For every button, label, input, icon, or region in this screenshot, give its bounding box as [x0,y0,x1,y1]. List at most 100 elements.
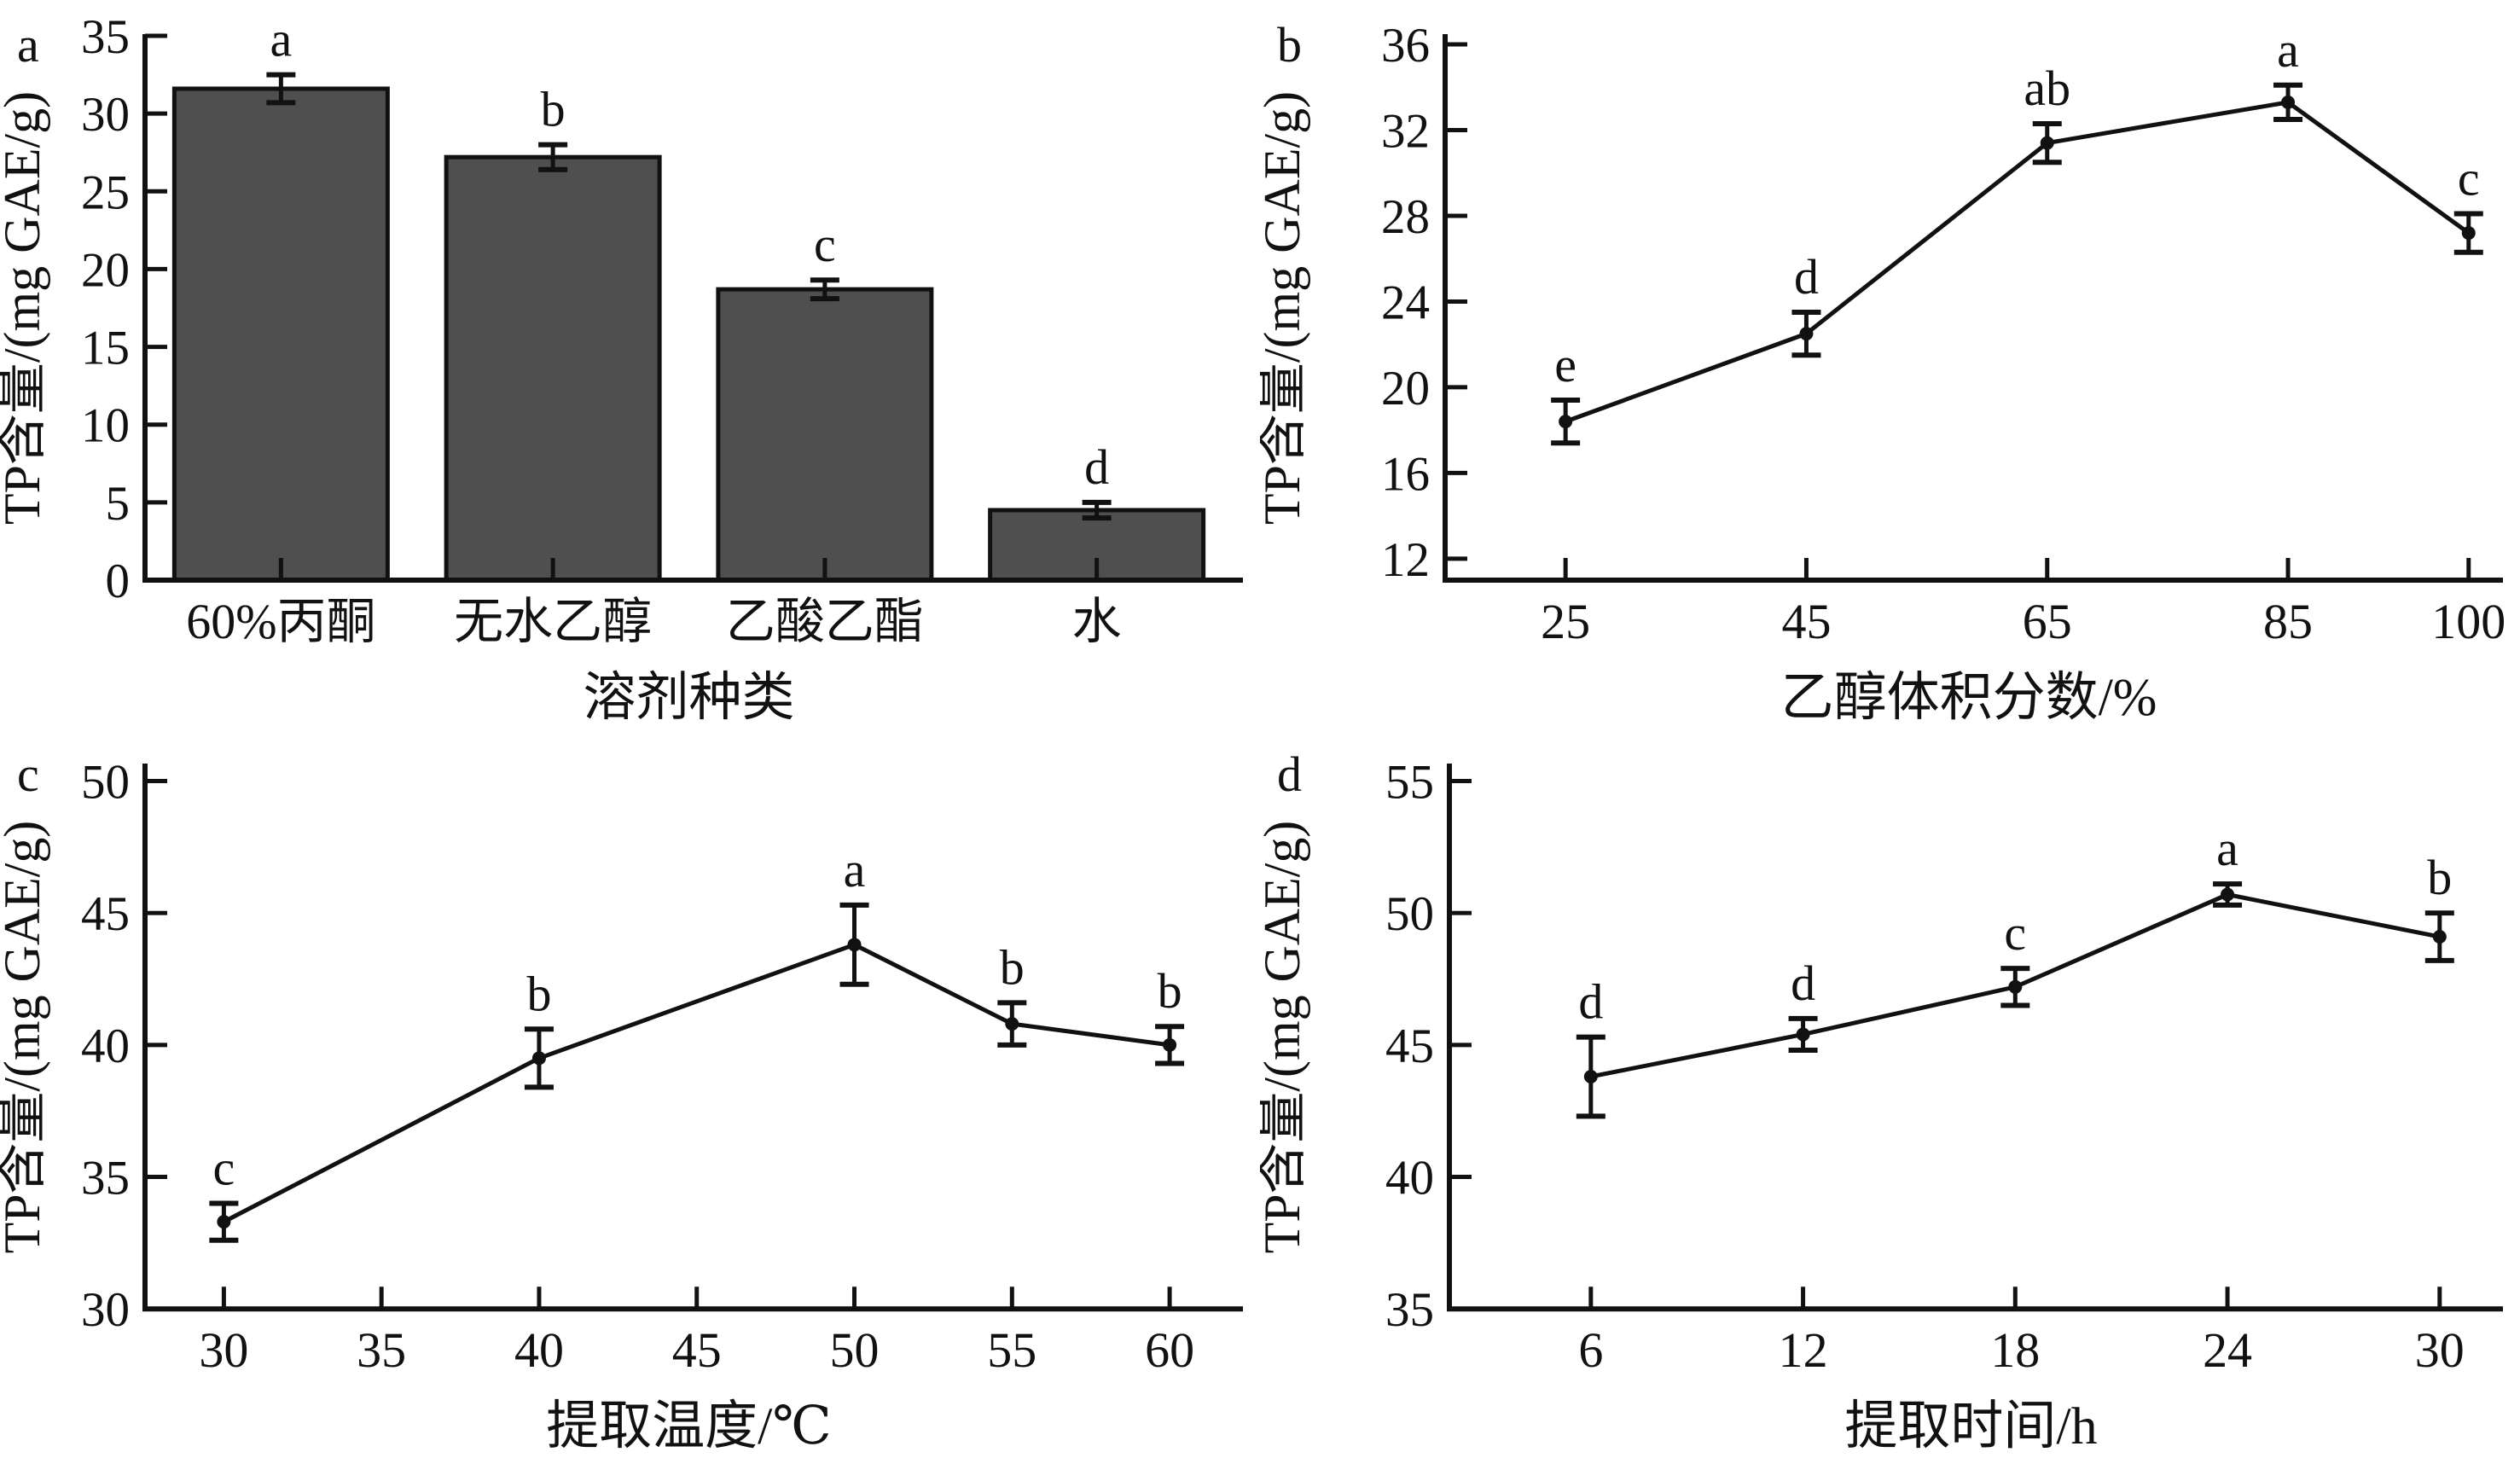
data-point-marker [217,1215,231,1229]
sig-letter: b [1158,963,1182,1019]
y-tick-label: 50 [1385,887,1434,941]
y-axis-label: TP含量/(mg GAE/g) [1260,821,1310,1254]
sig-letter: a [270,12,293,67]
sig-letter: e [1554,337,1576,392]
x-tick-label: 50 [830,1322,880,1378]
y-axis-label: TP含量/(mg GAE/g) [0,821,50,1254]
sig-letter: b [1000,939,1025,995]
data-point-marker [1005,1017,1019,1031]
x-tick-label: 60 [1145,1322,1194,1378]
panel-b-chart: 12 16 20 24 28 32 36 25 45 65 85 100 e d ab a c 乙醇体积分数/% T… [1260,17,2505,727]
x-tick-label: 12 [1779,1322,1828,1378]
x-tick-label: 65 [2023,594,2072,649]
x-tick-label: 乙酸乙酯 [726,594,924,649]
x-tick-label: 18 [1990,1322,2040,1378]
x-tick-label: 35 [357,1322,406,1378]
x-axis-label: 溶剂种类 [583,669,794,727]
data-point-marker [1163,1037,1177,1052]
y-tick-label: 45 [81,887,130,941]
y-axis-label: TP含量/(mg GAE/g) [0,91,50,525]
data-point-marker [1559,415,1573,429]
x-tick-label: 45 [672,1322,722,1378]
panel-c-chart: 30 35 40 45 50 30 35 40 45 50 55 60 c b a b b 提取温度/℃ TP含量/… [0,746,1243,1455]
data-point-marker [531,1051,546,1066]
panel-b: 12 16 20 24 28 32 36 25 45 65 85 100 e d ab a c 乙醇体积分数/% T… [1260,0,2520,729]
data-point-marker [2221,887,2235,902]
sig-letter: c [2004,905,2026,961]
x-tick-label: 60%丙酮 [186,594,375,649]
data-point-marker [2432,930,2447,944]
y-tick-label: 35 [81,10,130,64]
y-tick-label: 15 [81,322,130,375]
y-tick-label: 50 [81,756,130,810]
x-tick-label: 45 [1781,594,1831,649]
sig-letter: c [814,217,836,272]
y-tick-label: 30 [81,1283,130,1337]
y-tick-label: 36 [1381,19,1430,73]
sig-letter: c [2458,150,2480,206]
y-tick-label: 35 [81,1152,130,1205]
panel-letter: d [1277,746,1302,802]
y-tick-label: 20 [1381,362,1430,415]
y-tick-label: 16 [1381,447,1430,501]
panel-letter: c [17,746,39,802]
bar [444,154,662,583]
data-point-marker [2281,95,2296,109]
sig-letter: d [1791,956,1815,1011]
panel-d-chart: 35 40 45 50 55 6 12 18 24 30 d d c a b 提取时间/h TP含量/(mg G… [1260,746,2503,1455]
panel-letter: a [17,17,39,73]
bar [716,287,934,583]
y-tick-label: 12 [1381,533,1430,587]
y-tick-label: 30 [81,88,130,142]
y-tick-label: 24 [1381,276,1430,329]
panel-a: 0 5 10 15 20 25 30 35 60%丙酮 无水乙醇 乙酸乙酯 水 a b c d 溶剂种类 TP含量… [0,0,1260,729]
data-line [223,942,1170,1224]
x-axis-label: 提取温度/℃ [546,1397,832,1455]
x-tick-label: 30 [199,1322,248,1378]
y-tick-label: 35 [1385,1283,1434,1337]
y-tick-label: 20 [81,243,130,297]
data-point-marker [1799,327,1814,341]
data-point-marker [1583,1069,1598,1083]
sig-letter: c [213,1141,235,1196]
y-tick-label: 5 [106,477,131,531]
sig-letter: a [2216,821,2238,876]
x-tick-label: 30 [2415,1322,2465,1378]
data-point-marker [2461,226,2476,241]
bar [171,86,390,583]
y-tick-label: 10 [81,399,130,453]
sig-letter: b [541,82,566,137]
x-tick-label: 24 [2203,1322,2252,1378]
x-tick-label: 55 [987,1322,1036,1378]
sig-letter: a [844,842,866,897]
x-axis-label: 提取时间/h [1844,1397,2097,1455]
data-line [1565,100,2471,424]
y-axis-label: TP含量/(mg GAE/g) [1260,91,1310,525]
x-tick-label: 6 [1578,1322,1603,1378]
x-axis-label: 乙醇体积分数/% [1781,669,2157,727]
sig-letter: d [1794,249,1819,305]
data-point-marker [2040,136,2054,150]
y-tick-label: 40 [81,1019,130,1073]
x-tick-label: 水 [1072,594,1122,649]
x-tick-label: 85 [2263,594,2313,649]
sig-letter: ab [2024,61,2070,116]
sig-letter: a [2277,22,2299,78]
data-point-marker [2008,979,2023,994]
x-tick-label: 100 [2431,594,2505,649]
y-tick-label: 0 [106,555,131,608]
sig-letter: d [1578,974,1603,1030]
y-tick-label: 25 [81,166,130,219]
y-tick-label: 32 [1381,105,1430,159]
panel-c: 30 35 40 45 50 30 35 40 45 50 55 60 c b a b b 提取温度/℃ TP含量/… [0,729,1260,1458]
y-tick-label: 45 [1385,1019,1434,1073]
y-tick-label: 28 [1381,190,1430,244]
panel-d: 35 40 45 50 55 6 12 18 24 30 d d c a b 提取时间/h TP含量/(mg G… [1260,729,2520,1458]
x-tick-label: 无水乙醇 [454,594,652,649]
y-tick-label: 40 [1385,1152,1434,1205]
panel-letter: b [1277,17,1302,73]
sig-letter: b [2427,850,2452,905]
sig-letter: b [526,966,551,1021]
x-tick-label: 25 [1541,594,1590,649]
